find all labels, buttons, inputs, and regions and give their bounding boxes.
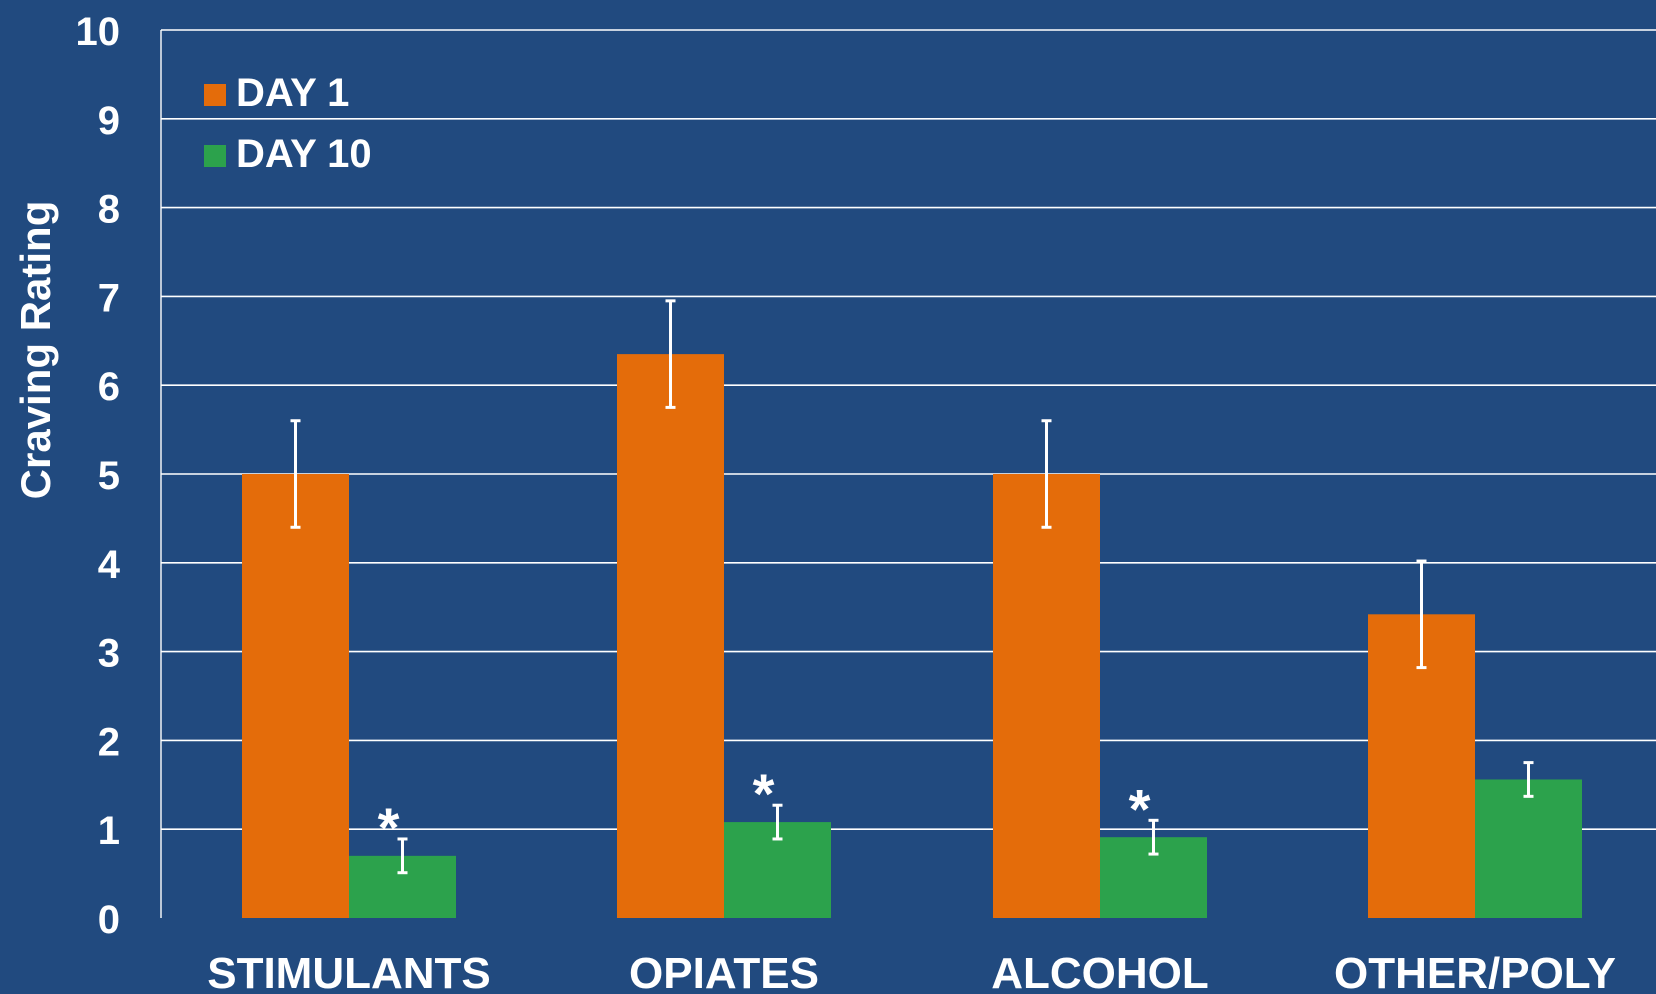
legend-swatch <box>204 84 226 106</box>
x-axis: STIMULANTS OPIATES ALCOHOL OTHER/POLY <box>207 949 1616 994</box>
x-tick-label: STIMULANTS <box>207 949 491 994</box>
significance-asterisk: * <box>378 796 400 859</box>
y-tick-label: 5 <box>98 454 120 498</box>
y-tick-label: 0 <box>98 898 120 942</box>
legend: DAY 1 DAY 10 <box>204 71 372 176</box>
bar <box>993 474 1100 918</box>
y-tick-label: 4 <box>98 543 121 587</box>
y-tick-label: 7 <box>98 276 120 320</box>
legend-label: DAY 10 <box>236 132 372 176</box>
y-axis-label: Craving Rating <box>12 201 59 500</box>
bar <box>1475 779 1582 918</box>
y-tick-label: 8 <box>98 188 120 232</box>
bar <box>242 474 349 918</box>
legend-swatch <box>204 145 226 167</box>
y-tick-label: 10 <box>76 10 121 54</box>
y-tick-label: 3 <box>98 632 120 676</box>
x-tick-label: OPIATES <box>629 949 819 994</box>
y-tick-label: 6 <box>98 365 120 409</box>
significance-asterisk: * <box>1129 777 1151 840</box>
y-tick-label: 9 <box>98 99 120 143</box>
y-tick-label: 1 <box>98 809 120 853</box>
bar <box>617 354 724 918</box>
significance-asterisk: * <box>753 762 775 825</box>
legend-label: DAY 1 <box>236 71 349 115</box>
bars <box>242 354 1582 918</box>
y-tick-label: 2 <box>98 720 120 764</box>
x-tick-label: ALCOHOL <box>991 949 1209 994</box>
x-tick-label: OTHER/POLY <box>1334 949 1616 994</box>
error-bars <box>291 301 1534 873</box>
y-axis: 0 1 2 3 4 5 6 7 8 9 10 <box>76 10 162 942</box>
